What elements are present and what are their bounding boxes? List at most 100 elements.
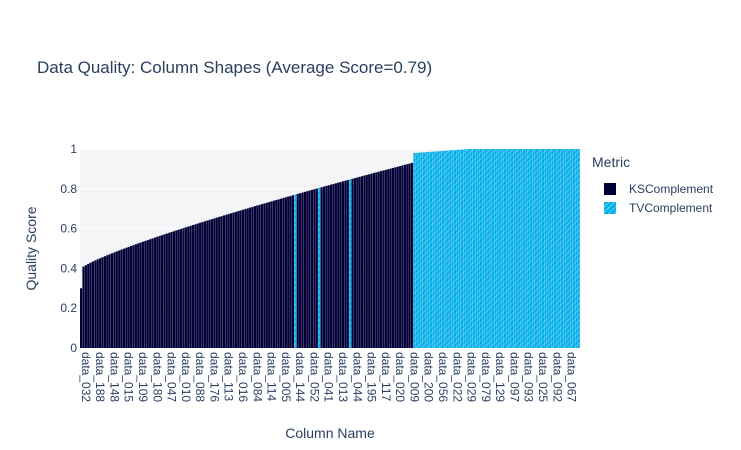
bar-tv-171 xyxy=(487,149,490,348)
bar-tv-100 xyxy=(318,187,321,348)
bar-tv-90 xyxy=(294,194,297,348)
x-tick-label-18: data_013 xyxy=(336,352,350,402)
bar-tv-202 xyxy=(560,149,564,348)
bar-ks-35 xyxy=(163,234,166,348)
bar-tv-160 xyxy=(460,149,464,348)
bar-ks-33 xyxy=(158,235,161,348)
legend-swatch-ks xyxy=(604,182,616,195)
bar-tv-177 xyxy=(501,149,504,348)
bar-tv-148 xyxy=(432,151,435,348)
bar-ks-119 xyxy=(363,175,366,348)
y-tick-label-4: 0.8 xyxy=(60,182,77,196)
bar-ks-47 xyxy=(191,225,195,348)
bar-ks-39 xyxy=(172,231,176,348)
bar-ks-18 xyxy=(122,248,126,348)
x-tick-label-3: data_015 xyxy=(122,352,136,402)
legend-item-tv[interactable]: TVComplement xyxy=(592,198,713,217)
bar-ks-14 xyxy=(113,252,116,348)
bar-tv-200 xyxy=(556,149,559,348)
bar-tv-145 xyxy=(425,152,428,348)
bar-ks-69 xyxy=(244,209,247,348)
bar-ks-30 xyxy=(151,238,154,348)
bar-tv-209 xyxy=(577,149,580,348)
bar-tv-173 xyxy=(491,149,495,348)
bar-ks-31 xyxy=(153,237,156,348)
bar-ks-84 xyxy=(280,198,283,348)
bar-ks-101 xyxy=(320,187,323,348)
bar-tv-176 xyxy=(499,149,502,348)
bar-ks-23 xyxy=(134,244,137,348)
bar-ks-86 xyxy=(284,197,287,348)
bar-tv-150 xyxy=(437,151,440,348)
bar-ks-105 xyxy=(330,184,333,348)
bar-ks-45 xyxy=(187,226,190,348)
bar-ks-134 xyxy=(399,166,402,348)
bar-tv-153 xyxy=(444,150,447,348)
bar-ks-81 xyxy=(272,200,276,348)
bar-tv-142 xyxy=(418,152,421,348)
y-tick-label-3: 0.6 xyxy=(60,222,77,236)
x-tick-label-17: data_041 xyxy=(322,352,336,402)
bar-ks-123 xyxy=(372,172,376,348)
bar-tv-164 xyxy=(470,149,473,348)
bar-ks-60 xyxy=(222,215,226,348)
bar-tv-199 xyxy=(553,149,556,348)
bar-ks-94 xyxy=(303,191,306,348)
x-tick-label-22: data_020 xyxy=(393,352,407,402)
bar-ks-120 xyxy=(365,174,368,348)
bar-ks-6 xyxy=(94,260,97,348)
bar-tv-181 xyxy=(510,149,514,348)
bar-ks-44 xyxy=(184,227,187,348)
bar-tv-185 xyxy=(520,149,523,348)
bar-ks-53 xyxy=(206,220,209,348)
bar-ks-59 xyxy=(220,216,223,348)
bar-ks-72 xyxy=(251,206,254,348)
bar-tv-191 xyxy=(534,149,537,348)
bar-tv-182 xyxy=(513,149,516,348)
bar-tv-168 xyxy=(480,149,483,348)
bar-tv-206 xyxy=(570,149,573,348)
bar-ks-10 xyxy=(103,256,106,348)
x-tick-label-12: data_084 xyxy=(250,352,264,402)
bar-ks-21 xyxy=(130,246,133,348)
bar-tv-151 xyxy=(439,151,442,348)
bar-ks-27 xyxy=(144,240,147,348)
x-tick-label-16: data_052 xyxy=(307,352,321,402)
bar-ks-97 xyxy=(310,189,314,348)
x-tick-label-32: data_025 xyxy=(536,352,550,402)
y-tick-label-0: 0 xyxy=(70,341,77,355)
bar-ks-7 xyxy=(96,259,99,348)
bar-ks-138 xyxy=(408,163,411,348)
bar-ks-28 xyxy=(146,240,149,348)
x-tick-label-7: data_010 xyxy=(179,352,193,402)
bar-tv-163 xyxy=(468,149,471,348)
bar-ks-20 xyxy=(127,246,130,348)
bar-tv-174 xyxy=(494,149,497,348)
bar-ks-9 xyxy=(101,257,104,348)
bar-ks-65 xyxy=(234,211,237,348)
bar-tv-179 xyxy=(506,149,509,348)
bar-tv-187 xyxy=(525,149,528,348)
x-tick-label-29: data_129 xyxy=(493,352,507,402)
bar-ks-112 xyxy=(346,180,349,348)
bar-tv-166 xyxy=(475,149,478,348)
x-tick-label-19: data_044 xyxy=(350,352,364,402)
x-tick-label-21: data_117 xyxy=(379,352,393,401)
bar-ks-82 xyxy=(275,199,278,348)
bar-ks-104 xyxy=(327,185,330,348)
x-tick-label-33: data_092 xyxy=(550,352,564,402)
bar-tv-184 xyxy=(518,149,521,348)
bar-ks-36 xyxy=(165,233,168,348)
bar-ks-37 xyxy=(168,232,171,348)
bar-tv-161 xyxy=(463,149,466,348)
bar-ks-127 xyxy=(382,170,385,348)
bar-ks-88 xyxy=(289,195,292,348)
legend-item-ks[interactable]: KSComplement xyxy=(592,179,713,198)
bar-ks-85 xyxy=(282,197,285,348)
x-tick-label-23: data_009 xyxy=(407,352,421,402)
bar-tv-170 xyxy=(484,149,487,348)
bar-ks-125 xyxy=(377,171,380,348)
bar-ks-68 xyxy=(241,209,245,348)
bar-ks-89 xyxy=(291,195,295,348)
